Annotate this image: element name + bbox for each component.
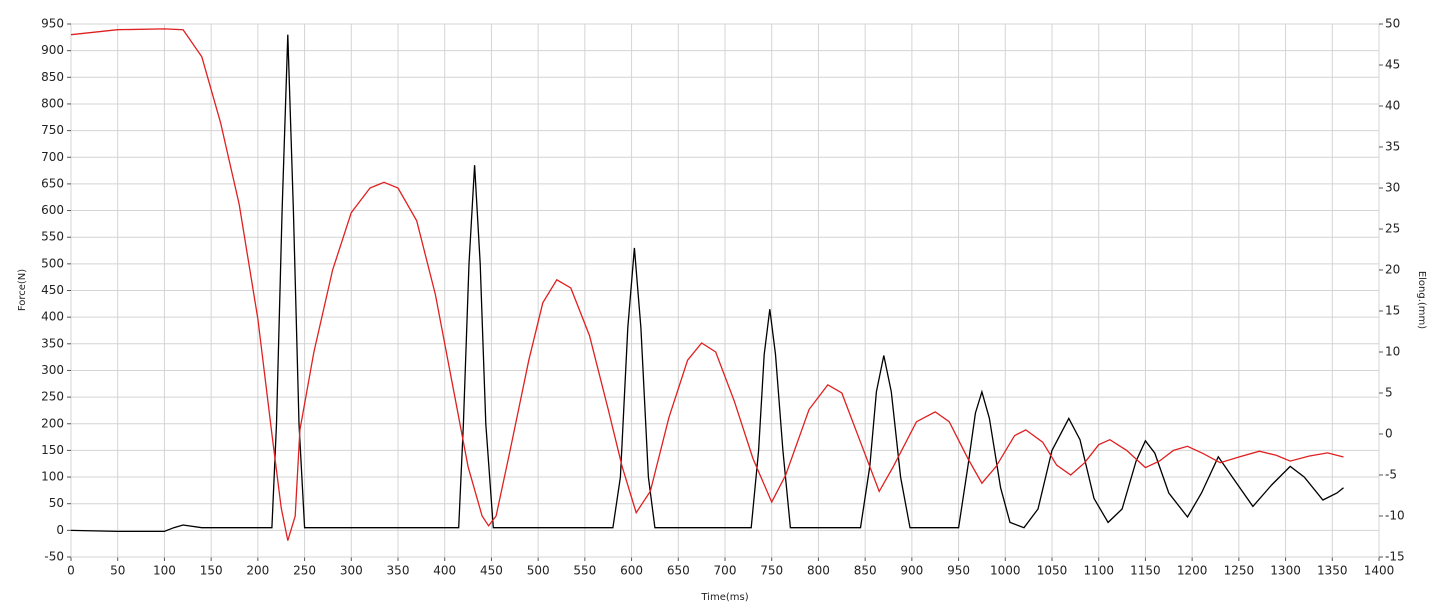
y2-tick-label: -10: [1385, 509, 1405, 523]
series-line: [70, 34, 1344, 533]
y2-tick-label: -5: [1385, 468, 1397, 482]
y-tick-label: 950: [41, 17, 64, 31]
y-tick-label: 150: [41, 443, 64, 457]
x-tick-label: 850: [854, 564, 877, 578]
y-tick-label: 350: [41, 336, 64, 350]
x-tick-label: 450: [480, 564, 503, 578]
x-tick-label: 1000: [990, 564, 1021, 578]
x-tick-label: 550: [573, 564, 596, 578]
y-tick-label: 550: [41, 230, 64, 244]
x-tick-label: 950: [947, 564, 970, 578]
x-tick-label: 1300: [1270, 564, 1301, 578]
y2-tick-label: 15: [1385, 304, 1400, 318]
x-tick-label: 1050: [1037, 564, 1068, 578]
series-line: [70, 28, 1344, 541]
y-tick-label: 0: [56, 523, 64, 537]
x-tick-label: 250: [293, 564, 316, 578]
x-tick-label: 900: [900, 564, 923, 578]
y-tick-label: -50: [44, 550, 64, 564]
x-axis-label: Time(ms): [700, 592, 748, 603]
y2-tick-label: 0: [1385, 427, 1393, 441]
x-tick-label: 300: [340, 564, 363, 578]
x-tick-label: 1200: [1177, 564, 1208, 578]
x-tick-label: 1400: [1364, 564, 1395, 578]
y-tick-label: 850: [41, 70, 64, 84]
y2-axis-label: Elong.(mm): [1416, 271, 1427, 329]
y-tick-label: 700: [41, 150, 64, 164]
y-tick-label: 500: [41, 256, 64, 270]
x-tick-label: 700: [714, 564, 737, 578]
y-tick-label: 300: [41, 363, 64, 377]
y2-tick-label: 25: [1385, 222, 1400, 236]
y2-tick-label: 10: [1385, 345, 1400, 359]
y2-tick-label: 50: [1385, 17, 1400, 31]
y-tick-label: 600: [41, 203, 64, 217]
x-tick-label: 1350: [1317, 564, 1348, 578]
y-tick-label: 450: [41, 283, 64, 297]
y-tick-label: 400: [41, 310, 64, 324]
y2-tick-label: 30: [1385, 181, 1400, 195]
y2-tick-label: 45: [1385, 58, 1400, 72]
y2-tick-label: 40: [1385, 99, 1400, 113]
x-tick-label: 1250: [1224, 564, 1255, 578]
y-axis-label: Force(N): [17, 269, 28, 311]
x-tick-label: 600: [620, 564, 643, 578]
x-tick-label: 150: [200, 564, 223, 578]
y-tick-label: 50: [49, 496, 64, 510]
x-tick-label: 650: [667, 564, 690, 578]
x-tick-label: 400: [433, 564, 456, 578]
x-tick-label: 0: [67, 564, 75, 578]
x-tick-label: 1150: [1130, 564, 1161, 578]
x-tick-label: 200: [246, 564, 269, 578]
x-tick-label: 500: [527, 564, 550, 578]
y2-tick-label: -15: [1385, 550, 1405, 564]
y-tick-label: 650: [41, 176, 64, 190]
y-tick-label: 200: [41, 416, 64, 430]
y2-tick-label: 20: [1385, 263, 1400, 277]
x-tick-label: 750: [760, 564, 783, 578]
x-tick-label: 350: [387, 564, 410, 578]
x-tick-label: 800: [807, 564, 830, 578]
y2-tick-label: 5: [1385, 386, 1393, 400]
x-tick-label: 50: [110, 564, 125, 578]
x-tick-label: 100: [153, 564, 176, 578]
y-tick-label: 100: [41, 470, 64, 484]
x-tick-label: 1100: [1083, 564, 1114, 578]
y-tick-label: 750: [41, 123, 64, 137]
y-tick-label: 250: [41, 390, 64, 404]
y2-tick-label: 35: [1385, 140, 1400, 154]
y-tick-label: 800: [41, 96, 64, 110]
y-tick-label: 900: [41, 43, 64, 57]
